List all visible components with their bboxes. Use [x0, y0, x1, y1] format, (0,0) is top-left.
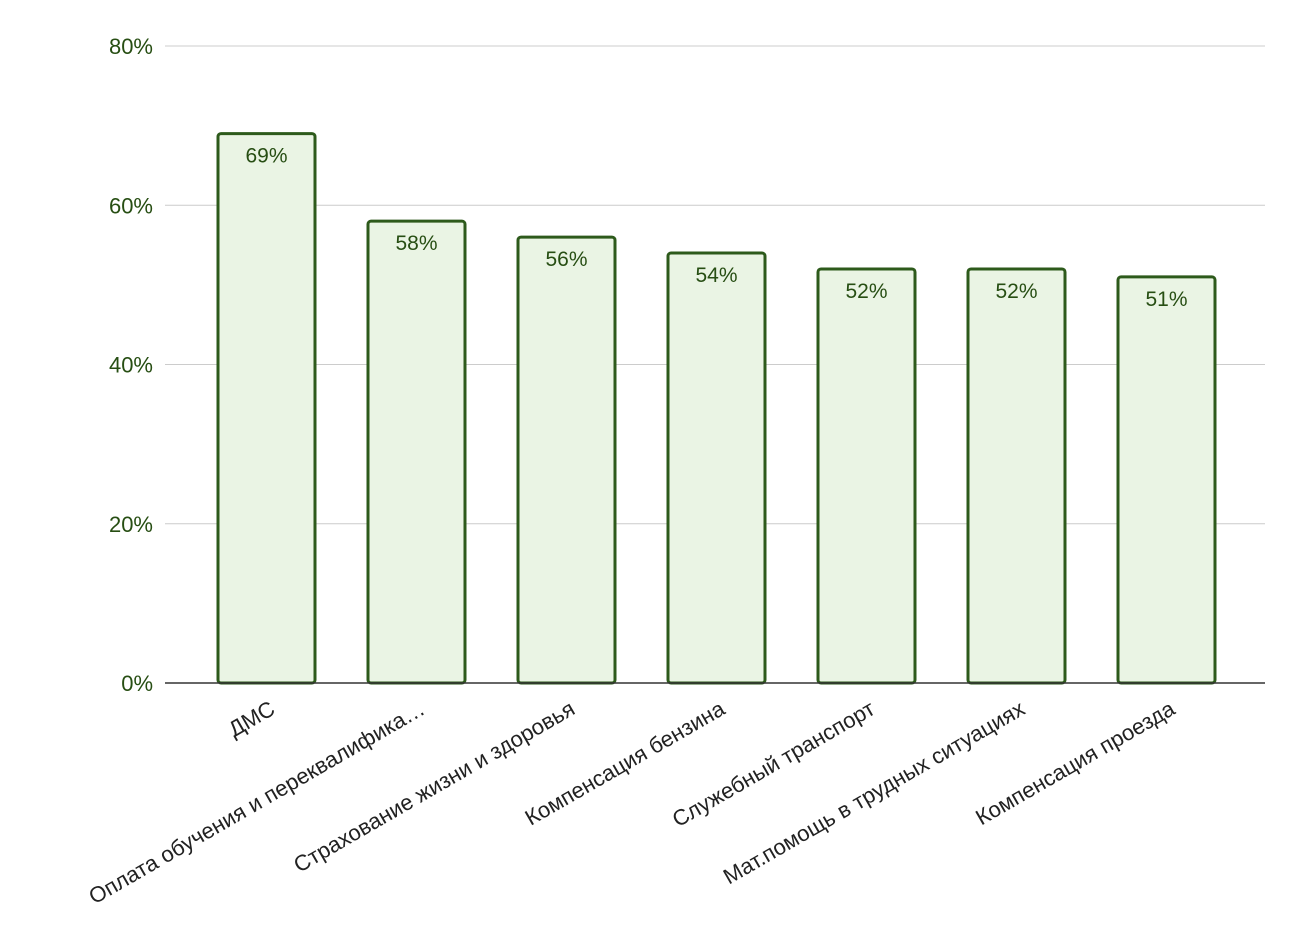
bar-value-label: 52%: [845, 280, 887, 303]
y-tick-label: 40%: [109, 353, 153, 378]
bar-value-label: 54%: [695, 264, 737, 287]
y-tick-label: 80%: [109, 34, 153, 59]
bar: [966, 267, 1067, 685]
bar: [666, 251, 767, 685]
bar-value-label: 56%: [545, 248, 587, 271]
bars-layer: [216, 132, 1217, 685]
bar: [516, 235, 617, 685]
bar: [1116, 275, 1217, 685]
bar: [366, 219, 467, 685]
bar-value-label: 52%: [995, 280, 1037, 303]
x-tick-label: Страхование жизни и здоровья: [289, 696, 579, 878]
y-tick-label: 60%: [109, 193, 153, 218]
x-tick-label: Мат.помощь в трудных ситуациях: [719, 696, 1029, 890]
axis-layer: 0% 20% 40% 60% 80%: [109, 34, 1265, 696]
bar-value-label: 69%: [245, 145, 287, 168]
bar: [816, 267, 917, 685]
bar: [216, 132, 317, 685]
y-tick-label: 0%: [121, 671, 153, 696]
bar-value-label: 51%: [1145, 288, 1187, 311]
x-tick-label: ДМС: [224, 696, 279, 742]
bar-value-label: 58%: [395, 232, 437, 255]
y-tick-label: 20%: [109, 512, 153, 537]
